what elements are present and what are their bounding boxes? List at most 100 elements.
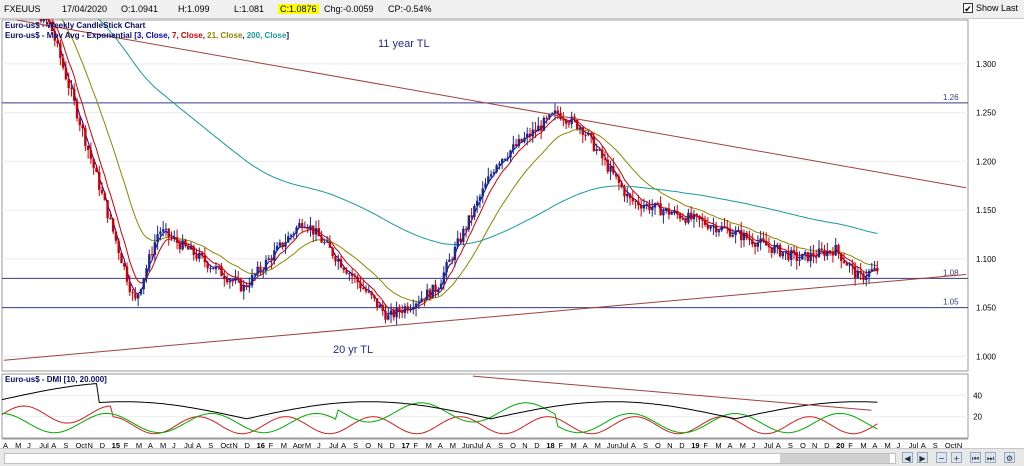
date-tick-label: M	[595, 441, 601, 448]
price-tick-label: 1.100	[976, 255, 997, 264]
candle-body	[167, 228, 170, 238]
date-tick-label: Jul	[329, 441, 339, 448]
candle-body	[109, 218, 112, 220]
candle-body	[53, 31, 56, 41]
candle-body	[520, 138, 523, 142]
candle-body	[709, 226, 712, 229]
candle-body	[812, 252, 815, 257]
candle-body	[734, 230, 737, 236]
dmi-adx-line	[1, 383, 878, 420]
candle-body	[159, 231, 162, 235]
candle-body	[826, 250, 829, 257]
candle-body	[317, 228, 320, 237]
candle-body	[273, 250, 276, 261]
candle-body	[470, 215, 473, 217]
date-tick-label: Oct	[75, 441, 88, 448]
date-tick-label: A	[196, 441, 201, 448]
date-tick-label: A	[776, 441, 781, 448]
candle-body	[309, 225, 312, 230]
candle-body	[120, 252, 123, 264]
candle-body	[373, 295, 376, 299]
horizontal-scrollbar[interactable]	[4, 453, 896, 464]
date-tick-label: D	[679, 441, 685, 448]
date-tick-label: 18	[546, 441, 554, 448]
candle-body	[601, 149, 604, 159]
candle-body	[773, 245, 776, 253]
date-tick-label: M	[281, 441, 287, 448]
settings-icon[interactable]: ⚙	[1004, 452, 1015, 463]
candle-body	[348, 273, 351, 275]
scrollbar-thumb[interactable]	[780, 454, 890, 463]
ma-legend-end: ]	[286, 31, 289, 40]
ma-legend: Euro-us$ - Mov Avg - Exponential [3, Clo…	[5, 31, 289, 40]
candle-body	[142, 278, 145, 290]
first-bar-icon[interactable]: ⏮	[970, 452, 981, 463]
candle-body	[845, 262, 848, 266]
candle-body	[809, 252, 812, 262]
zoom-in-icon[interactable]: +	[951, 452, 962, 463]
candle-body	[287, 236, 290, 243]
candle-body	[131, 292, 134, 294]
date-tick-label: F	[848, 441, 853, 448]
candle-body	[545, 117, 548, 119]
candle-body	[350, 273, 354, 277]
candle-body	[651, 207, 654, 211]
candle-body	[337, 259, 340, 262]
price-chart[interactable]: 1.300 1.250 1.200 1.150 1.100 1.050 1.000 40 20 1…	[0, 19, 1024, 448]
candle-body	[464, 228, 468, 230]
candle-body	[392, 310, 396, 318]
candle-body	[75, 100, 79, 119]
ma-legend-21: 21, Close	[207, 31, 243, 40]
date-tick-label: N	[667, 441, 672, 448]
candle-body	[506, 157, 509, 159]
candle-body	[598, 149, 601, 151]
date-tick-label: F	[124, 441, 129, 448]
candle-body	[798, 259, 801, 261]
candle-body	[837, 244, 840, 254]
show-last-toggle[interactable]: ✔ Show Last	[962, 3, 1018, 14]
candle-body	[542, 117, 546, 131]
candle-body	[331, 247, 334, 257]
date-label: 17/04/2020	[62, 4, 108, 14]
date-tick-label: S	[498, 441, 503, 448]
date-tick-label: A	[728, 441, 733, 448]
candle-body	[792, 250, 796, 253]
candle-body	[456, 238, 459, 247]
candle-body	[667, 208, 671, 215]
chart-scrollbar-bar: ◀ ▶ − + ⏮ ⏭ ⚙	[0, 448, 1024, 466]
change-pct-value: CP:-0.54%	[388, 4, 432, 14]
candle-body	[581, 127, 584, 135]
candle-body	[781, 252, 785, 257]
candle-body	[78, 118, 82, 126]
candle-body	[753, 244, 757, 247]
candle-body	[111, 218, 115, 232]
candle-body	[592, 136, 596, 151]
candle-body	[603, 158, 607, 160]
level-label: 1.08	[943, 268, 959, 277]
candle-body	[739, 230, 743, 241]
date-tick-label: A	[486, 441, 491, 448]
scroll-right-icon[interactable]: ▶	[917, 452, 928, 463]
candle-body	[153, 242, 157, 256]
ma-legend-sep: ,	[203, 31, 207, 40]
scroll-left-icon[interactable]: ◀	[902, 452, 913, 463]
candle-body	[353, 276, 357, 278]
candle-body	[462, 228, 465, 242]
candle-body	[595, 149, 598, 151]
candle-body	[498, 163, 501, 166]
candle-body	[145, 268, 148, 279]
zoom-out-icon[interactable]: −	[936, 452, 947, 463]
candle-body	[256, 266, 259, 275]
date-tick-label: A	[438, 441, 443, 448]
candle-body	[203, 255, 207, 263]
checkbox-icon[interactable]: ✔	[962, 3, 973, 14]
candle-body	[164, 228, 168, 230]
candle-body	[642, 205, 646, 209]
date-tick-label: M	[426, 441, 432, 448]
candle-body	[678, 214, 682, 219]
candle-body	[186, 245, 190, 250]
last-bar-icon[interactable]: ⏭	[985, 452, 996, 463]
candle-body	[481, 188, 484, 197]
candle-body	[537, 125, 540, 132]
candle-body	[834, 244, 837, 256]
